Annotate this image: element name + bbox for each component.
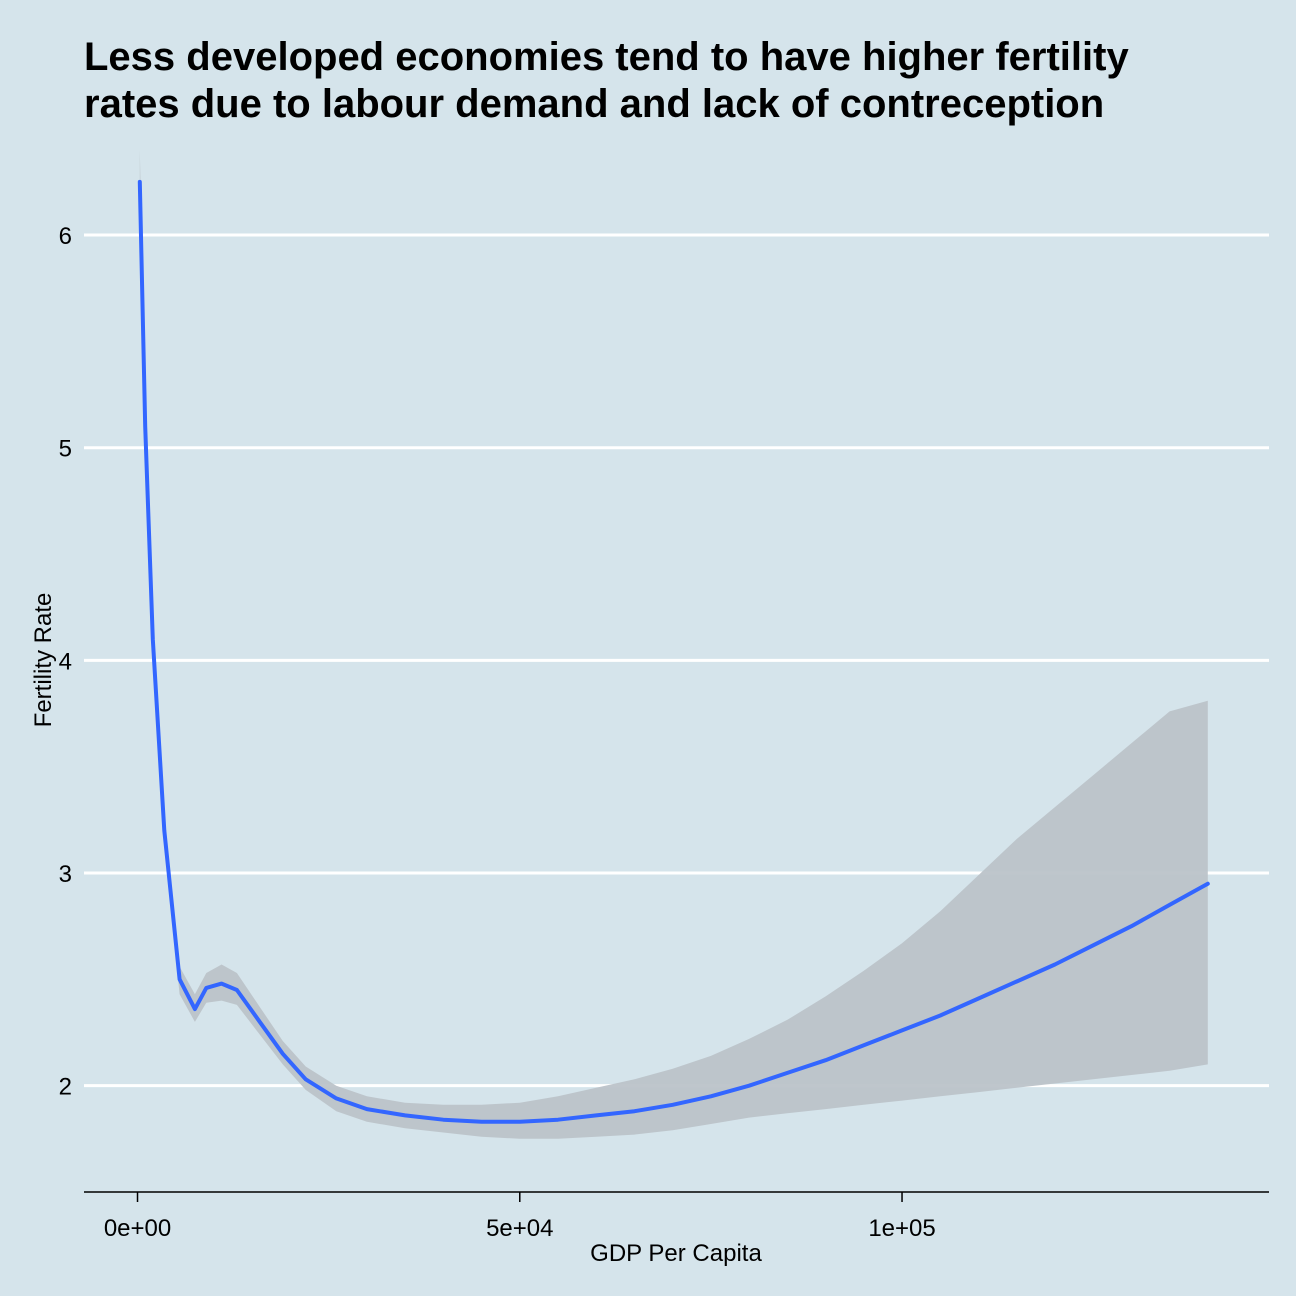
data-point xyxy=(747,1084,751,1088)
x-tick-label-5e+04: 5e+04 xyxy=(486,1215,553,1242)
x-axis-title: GDP Per Capita xyxy=(590,1240,762,1267)
data-point xyxy=(1053,963,1057,967)
y-tick-label-6: 6 xyxy=(59,223,72,250)
data-point xyxy=(151,637,155,641)
data-point xyxy=(1015,980,1019,984)
data-point xyxy=(258,1020,262,1024)
data-point xyxy=(441,1118,445,1122)
confidence-ribbon xyxy=(139,150,1208,1139)
data-point xyxy=(193,1007,197,1011)
data-point xyxy=(785,1071,789,1075)
y-axis-title: Fertility Rate xyxy=(30,593,57,728)
data-point xyxy=(143,424,147,428)
y-tick-label-2: 2 xyxy=(59,1074,72,1101)
series-line-layer xyxy=(137,179,1210,1124)
data-point xyxy=(1091,943,1095,947)
y-tick-label-4: 4 xyxy=(59,648,72,675)
data-point xyxy=(365,1107,369,1111)
data-point xyxy=(480,1120,484,1124)
data-point xyxy=(556,1118,560,1122)
x-tick-label-0e+00: 0e+00 xyxy=(104,1215,171,1242)
data-point xyxy=(1129,924,1133,928)
grid-lines xyxy=(84,233,1269,1088)
data-point xyxy=(938,1014,942,1018)
data-point xyxy=(594,1113,598,1117)
data-point xyxy=(709,1094,713,1098)
data-point xyxy=(281,1052,285,1056)
data-point xyxy=(977,997,981,1001)
tick-labels: 2 3 4 5 6 0e+00 5e+04 1e+05 xyxy=(59,223,936,1242)
data-point xyxy=(162,829,166,833)
axes xyxy=(84,1191,1269,1202)
data-point xyxy=(304,1077,308,1081)
data-point xyxy=(220,982,224,986)
confidence-ribbon-layer xyxy=(139,150,1208,1139)
smoothed-trend-line xyxy=(137,179,1210,1124)
data-point xyxy=(862,1043,866,1047)
data-point xyxy=(671,1103,675,1107)
data-point xyxy=(403,1113,407,1117)
data-point xyxy=(178,977,182,981)
data-point xyxy=(1206,882,1210,886)
y-tick-label-3: 3 xyxy=(59,861,72,888)
data-point xyxy=(235,988,239,992)
data-point xyxy=(633,1109,637,1113)
x-tick-label-1e+05: 1e+05 xyxy=(868,1215,935,1242)
y-tick-label-5: 5 xyxy=(59,436,72,463)
data-point xyxy=(204,986,208,990)
chart-title: Less developed economies tend to have hi… xyxy=(84,35,1129,126)
data-point xyxy=(824,1058,828,1062)
data-point xyxy=(1168,903,1172,907)
data-point xyxy=(334,1096,338,1100)
data-point xyxy=(138,180,142,184)
data-point xyxy=(518,1120,522,1124)
data-point xyxy=(900,1028,904,1032)
